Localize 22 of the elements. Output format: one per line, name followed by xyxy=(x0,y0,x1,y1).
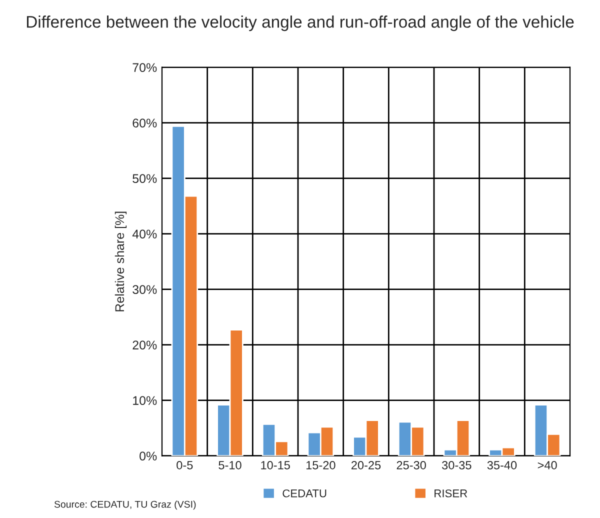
y-tick-label: 30% xyxy=(132,285,157,294)
x-tick-label: 0-5 xyxy=(176,461,193,470)
y-tick-label: 70% xyxy=(132,63,157,72)
chart-title: Difference between the velocity angle and run-off-road angle of the vehicle xyxy=(26,16,574,32)
y-tick-label: 20% xyxy=(132,340,157,350)
x-tick-label: 10-15 xyxy=(261,461,290,470)
x-tick-label: 15-20 xyxy=(306,461,336,470)
y-axis-title: Relative share [%] xyxy=(114,212,127,312)
x-tick-label: 35-40 xyxy=(487,461,517,470)
x-tick-label: >40 xyxy=(538,461,557,470)
y-tick-label: 10% xyxy=(133,396,157,405)
legend-label: CEDATU xyxy=(282,489,326,498)
x-tick-label: 5-10 xyxy=(218,461,242,470)
source-note: Source: CEDATU, TU Graz (VSI) xyxy=(54,500,196,510)
y-tick-label: 0% xyxy=(140,452,157,460)
legend-label: RISER xyxy=(434,489,468,498)
y-tick-label: 60% xyxy=(132,118,157,128)
y-tick-label: 50% xyxy=(132,174,157,183)
x-tick-label: 20-25 xyxy=(352,461,381,470)
x-tick-label: 25-30 xyxy=(396,461,426,470)
x-tick-label: 30-35 xyxy=(442,461,472,470)
y-tick-label: 40% xyxy=(132,230,157,238)
